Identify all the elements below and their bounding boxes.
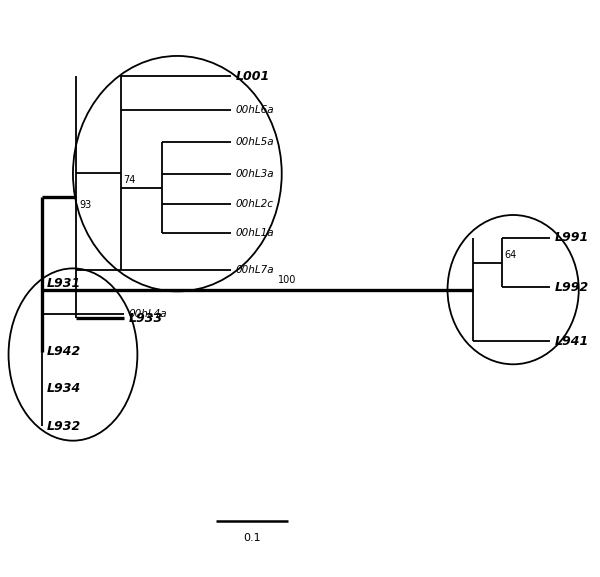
Text: 74: 74 bbox=[124, 175, 136, 185]
Text: 00hL7a: 00hL7a bbox=[236, 265, 274, 275]
Text: 00hL6a: 00hL6a bbox=[236, 106, 274, 115]
Text: L933: L933 bbox=[128, 312, 163, 325]
Text: 00hL2c: 00hL2c bbox=[236, 198, 274, 208]
Text: L941: L941 bbox=[555, 335, 589, 348]
Text: L934: L934 bbox=[47, 383, 81, 395]
Text: 00hL3a: 00hL3a bbox=[236, 168, 274, 179]
Text: L932: L932 bbox=[47, 420, 81, 433]
Text: 64: 64 bbox=[504, 250, 517, 260]
Text: 93: 93 bbox=[79, 200, 91, 210]
Text: L942: L942 bbox=[47, 345, 81, 358]
Text: 00hL5a: 00hL5a bbox=[236, 137, 274, 147]
Text: 0.1: 0.1 bbox=[243, 533, 261, 542]
Text: L001: L001 bbox=[236, 70, 270, 83]
Text: 00hL4a: 00hL4a bbox=[128, 309, 167, 319]
Text: L931: L931 bbox=[47, 278, 81, 290]
Text: 00hL1a: 00hL1a bbox=[236, 228, 274, 238]
Text: 100: 100 bbox=[278, 275, 296, 285]
Text: L992: L992 bbox=[555, 281, 589, 294]
Text: L991: L991 bbox=[555, 231, 589, 245]
